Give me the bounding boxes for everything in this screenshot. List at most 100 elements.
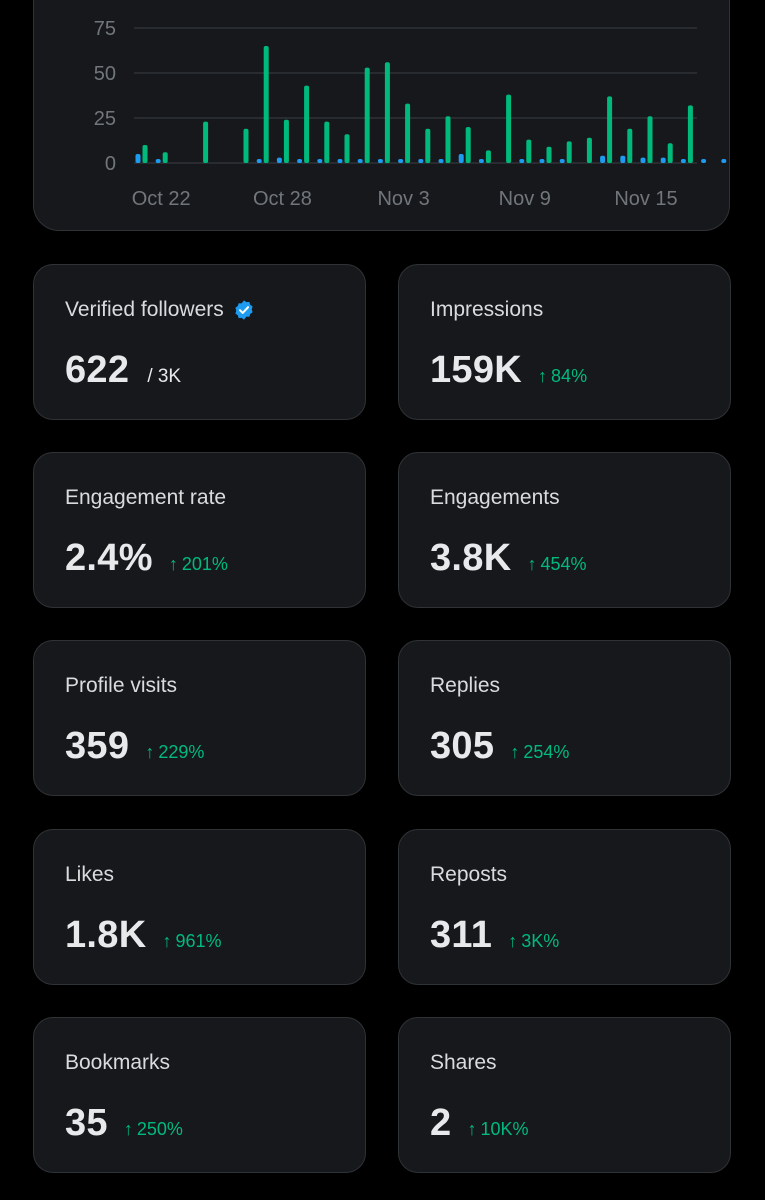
bar-series-2[interactable]	[203, 121, 209, 163]
bar-series-2[interactable]	[647, 116, 653, 163]
bar-series-2[interactable]	[162, 152, 168, 163]
bar-series-1[interactable]	[317, 159, 323, 163]
stat-change: ↑ 961%	[162, 931, 221, 952]
bar-series-1[interactable]	[377, 159, 383, 163]
stat-card[interactable]: Impressions 159K ↑ 84%	[398, 264, 731, 420]
bar-series-1[interactable]	[721, 159, 727, 163]
stat-value: 159K	[430, 349, 523, 391]
arrow-up-icon: ↑	[123, 1119, 133, 1139]
stat-label: Impressions	[430, 298, 544, 321]
stat-value: 2	[430, 1102, 452, 1144]
bar-series-2[interactable]	[283, 119, 289, 163]
x-tick-label: Oct 22	[132, 188, 191, 210]
bar-series-2[interactable]	[465, 127, 471, 163]
x-tick-label: Nov 3	[377, 188, 429, 210]
bar-series-1[interactable]	[276, 157, 282, 163]
stat-card[interactable]: Shares 2 ↑ 10K%	[398, 1017, 731, 1173]
stat-card[interactable]: Likes 1.8K ↑ 961%	[33, 829, 366, 985]
bar-series-1[interactable]	[539, 159, 545, 163]
bar-series-2[interactable]	[425, 128, 431, 163]
bar-series-1[interactable]	[640, 157, 646, 163]
bar-series-1[interactable]	[135, 154, 141, 163]
bar-series-1[interactable]	[297, 159, 303, 163]
stat-card[interactable]: Profile visits 359 ↑ 229%	[33, 640, 366, 796]
bar-series-2[interactable]	[607, 96, 613, 163]
bar-series-2[interactable]	[263, 46, 269, 163]
bar-series-2[interactable]	[243, 128, 249, 163]
stat-card[interactable]: Replies 305 ↑ 254%	[398, 640, 731, 796]
stat-label-row: Verified followers	[65, 298, 255, 322]
stat-change-value: 84%	[551, 366, 588, 386]
stat-value: 1.8K	[65, 914, 147, 956]
bar-series-2[interactable]	[384, 62, 390, 163]
arrow-up-icon: ↑	[145, 742, 155, 762]
bar-series-1[interactable]	[458, 154, 464, 163]
stat-label-row: Engagements	[430, 486, 560, 510]
stat-label: Engagements	[430, 486, 560, 509]
arrow-up-icon: ↑	[168, 554, 178, 574]
bar-series-2[interactable]	[344, 134, 350, 163]
bar-series-1[interactable]	[357, 159, 363, 163]
y-tick-label: 25	[94, 108, 116, 130]
stat-value-row: 359 ↑ 229%	[65, 725, 204, 768]
bar-series-1[interactable]	[337, 159, 343, 163]
stat-value-row: 2 ↑ 10K%	[430, 1102, 528, 1145]
stat-label: Engagement rate	[65, 486, 227, 509]
stat-value-row: 3.8K ↑ 454%	[430, 537, 587, 580]
bar-series-1[interactable]	[600, 155, 606, 163]
bar-series-1[interactable]	[701, 159, 707, 163]
stat-value: 359	[65, 725, 130, 767]
stat-value-row: 2.4% ↑ 201%	[65, 537, 228, 580]
bar-series-2[interactable]	[687, 105, 693, 163]
x-tick-label: Nov 15	[614, 188, 677, 210]
stat-label-row: Impressions	[430, 298, 543, 322]
stat-label: Shares	[430, 1051, 497, 1074]
bar-series-1[interactable]	[519, 159, 525, 163]
bar-series-1[interactable]	[559, 159, 565, 163]
stat-card[interactable]: Bookmarks 35 ↑ 250%	[33, 1017, 366, 1173]
bar-series-1[interactable]	[680, 159, 686, 163]
x-tick-label: Oct 28	[253, 188, 312, 210]
stat-card[interactable]: Reposts 311 ↑ 3K%	[398, 829, 731, 985]
stat-card[interactable]: Engagement rate 2.4% ↑ 201%	[33, 452, 366, 608]
bar-series-2[interactable]	[324, 121, 330, 163]
bar-series-1[interactable]	[398, 159, 404, 163]
stat-label-row: Likes	[65, 863, 114, 887]
bar-series-2[interactable]	[506, 94, 512, 163]
bar-series-2[interactable]	[445, 116, 451, 163]
bar-series-2[interactable]	[667, 143, 673, 163]
bar-series-2[interactable]	[364, 67, 370, 163]
bar-series-1[interactable]	[256, 159, 262, 163]
bar-series-1[interactable]	[418, 159, 424, 163]
bar-series-2[interactable]	[586, 137, 592, 163]
stat-change: ↑ 254%	[510, 742, 569, 763]
bar-series-2[interactable]	[627, 128, 633, 163]
bar-series-1[interactable]	[660, 157, 666, 163]
bar-series-2[interactable]	[546, 146, 552, 163]
bar-series-2[interactable]	[142, 145, 148, 163]
stat-change-value: 250%	[136, 1119, 183, 1139]
y-tick-label: 75	[94, 18, 116, 40]
bar-series-1[interactable]	[620, 155, 626, 163]
stat-label: Reposts	[430, 863, 508, 886]
arrow-up-icon: ↑	[508, 931, 518, 951]
bar-series-1[interactable]	[155, 159, 161, 163]
arrow-up-icon: ↑	[162, 931, 172, 951]
bar-series-2[interactable]	[405, 103, 411, 163]
stat-total: / 3K	[147, 366, 182, 387]
stat-label: Verified followers	[65, 298, 224, 321]
stat-value: 3.8K	[430, 537, 512, 579]
stat-value-row: 305 ↑ 254%	[430, 725, 569, 768]
stat-card[interactable]: Engagements 3.8K ↑ 454%	[398, 452, 731, 608]
bar-series-2[interactable]	[566, 141, 572, 163]
bar-series-2[interactable]	[304, 85, 310, 163]
stat-change: ↑ 250%	[124, 1119, 183, 1140]
bar-series-1[interactable]	[438, 159, 444, 163]
stat-label: Profile visits	[65, 674, 178, 697]
bar-series-2[interactable]	[526, 139, 532, 163]
stat-card[interactable]: Verified followers 622 / 3K	[33, 264, 366, 420]
bar-series-1[interactable]	[478, 159, 484, 163]
stat-value-row: 35 ↑ 250%	[65, 1102, 183, 1145]
stat-change-value: 201%	[181, 554, 228, 574]
bar-series-2[interactable]	[485, 150, 491, 163]
